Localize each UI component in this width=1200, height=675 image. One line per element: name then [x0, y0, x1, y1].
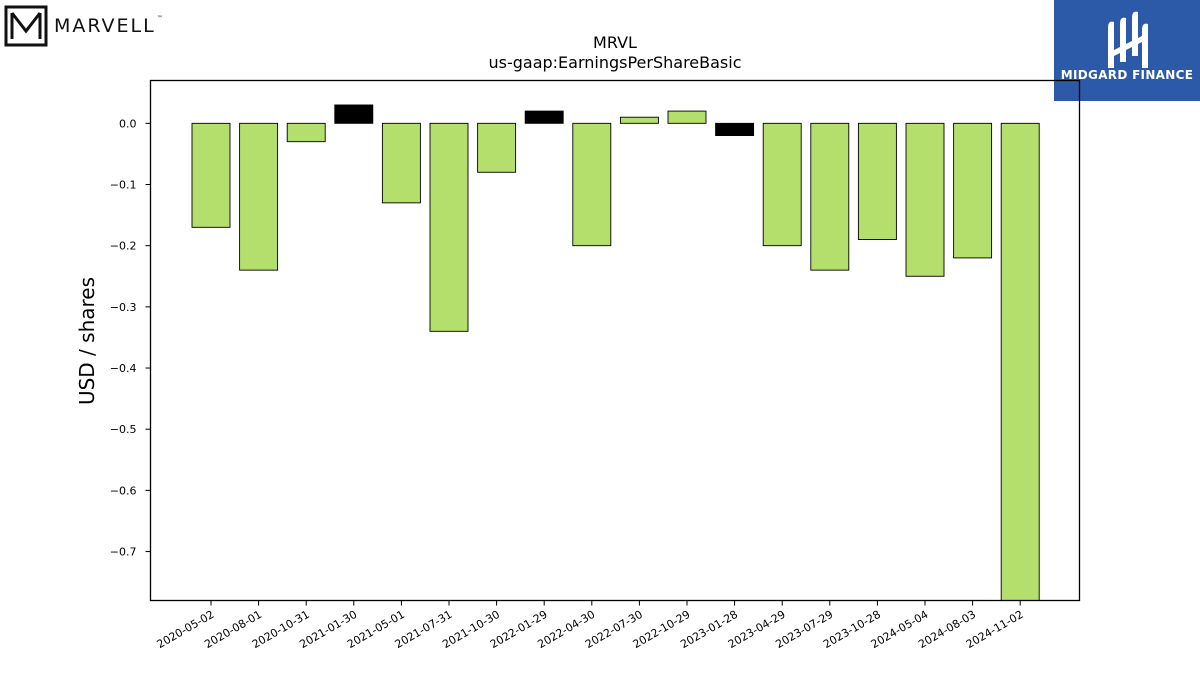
bar-2022-01-29: [524, 110, 564, 124]
y-tick-label: −0.4: [110, 362, 137, 375]
bar-2024-08-03: [953, 122, 993, 259]
y-tick-label: −0.2: [110, 240, 137, 253]
marvell-logo: MARVELL™: [4, 5, 165, 47]
bar-2020-08-01: [239, 122, 279, 271]
y-axis-label: USD / shares: [75, 277, 99, 405]
chart-title: MRVL: [593, 33, 637, 52]
bar-2023-01-28: [715, 122, 755, 137]
bar-2022-04-30: [572, 122, 612, 247]
y-tick-label: −0.5: [110, 423, 137, 436]
y-tick-label: −0.1: [110, 179, 137, 192]
bar-2023-07-29: [810, 122, 850, 271]
bar-2024-11-02: [1000, 122, 1040, 601]
bar-2020-05-02: [191, 122, 231, 228]
bar-2020-10-31: [286, 122, 326, 143]
bar-2022-07-30: [619, 116, 659, 124]
bar-2021-10-30: [477, 122, 517, 173]
bar-2022-10-29: [667, 110, 707, 124]
y-tick-label: −0.7: [110, 546, 137, 559]
midgard-finance-logo: MIDGARD FINANCE: [1054, 0, 1200, 101]
bar-2023-04-29: [762, 122, 802, 247]
bar-2021-01-30: [334, 104, 374, 124]
bar-2023-10-28: [857, 122, 897, 241]
marvell-wordmark: MARVELL™: [54, 15, 165, 37]
chart-subtitle: us-gaap:EarningsPerShareBasic: [488, 53, 741, 72]
bar-2024-05-04: [905, 122, 945, 277]
y-tick-label: 0.0: [119, 117, 137, 130]
bar-2021-07-31: [429, 122, 469, 332]
plot-frame: [149, 79, 1081, 602]
bar-2021-05-01: [381, 122, 421, 204]
midgard-wordmark: MIDGARD FINANCE: [1060, 68, 1194, 82]
y-tick-label: −0.6: [110, 484, 137, 497]
midgard-mark-icon: [1108, 11, 1148, 69]
marvell-mark-icon: [4, 5, 48, 47]
y-tick-label: −0.3: [110, 301, 137, 314]
